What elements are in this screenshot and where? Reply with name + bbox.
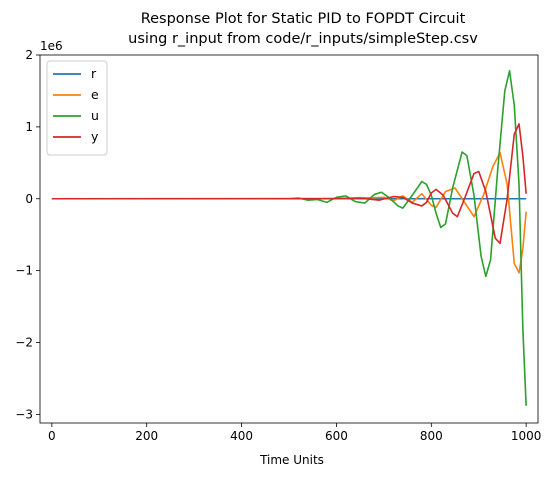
- x-tick-label: 400: [230, 429, 253, 443]
- x-ticks: 0 200 400 600 800 1000: [48, 423, 541, 443]
- chart-subtitle: using r_input from code/r_inputs/simpleS…: [128, 31, 478, 47]
- x-tick-label: 600: [325, 429, 348, 443]
- x-axis-label: Time Units: [259, 453, 324, 467]
- y-scale-label: 1e6: [40, 39, 63, 53]
- y-tick-label: 1: [25, 120, 33, 134]
- x-tick-label: 1000: [511, 429, 542, 443]
- y-tick-label: −3: [15, 407, 33, 421]
- x-tick-label: 200: [135, 429, 158, 443]
- y-ticks: 2 1 0 −1 −2 −3: [15, 48, 40, 421]
- x-tick-label: 800: [420, 429, 443, 443]
- y-tick-label: −2: [15, 336, 33, 350]
- legend-box: [46, 60, 108, 156]
- y-tick-label: 2: [25, 48, 33, 62]
- y-tick-label: 0: [25, 192, 33, 206]
- x-tick-label: 0: [48, 429, 56, 443]
- series-line-e: [51, 151, 527, 274]
- y-tick-label: −1: [15, 264, 33, 278]
- series-line-y: [51, 123, 527, 245]
- legend-label-u: u: [91, 108, 99, 123]
- chart-title: Response Plot for Static PID to FOPDT Ci…: [141, 11, 466, 27]
- legend-label-e: e: [91, 87, 99, 102]
- series-line-u: [51, 70, 527, 406]
- legend-label-r: r: [91, 66, 97, 81]
- plot-layer: [39, 54, 539, 424]
- legend-label-y: y: [91, 129, 99, 144]
- plot-frame: [39, 54, 539, 424]
